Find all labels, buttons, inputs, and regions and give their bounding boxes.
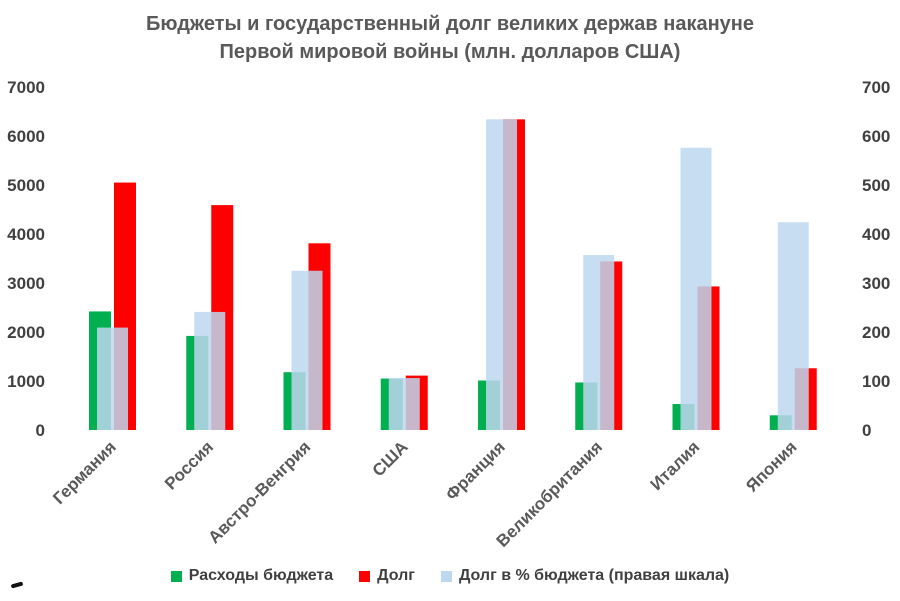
x-category-label: Франция: [442, 437, 509, 504]
y-left-tick-label: 4000: [7, 225, 45, 244]
bar-debt-percent: [194, 311, 226, 430]
bar-debt-percent: [583, 255, 615, 430]
x-category-label: Италия: [647, 437, 704, 494]
y-right-tick-label: 200: [862, 323, 890, 342]
bar-debt-percent: [97, 327, 128, 430]
legend-item-debt-percent: Долг в % бюджета (правая шкала): [440, 567, 730, 585]
x-category-label: США: [369, 437, 412, 480]
y-left-tick-label: 6000: [7, 127, 45, 146]
y-left-tick-label: 1000: [7, 372, 45, 391]
x-category-label: Россия: [161, 437, 217, 493]
y-left-tick-label: 0: [36, 421, 45, 440]
legend-item-budget: Расходы бюджета: [170, 567, 334, 585]
bar-debt-percent: [486, 119, 517, 430]
y-right-tick-label: 400: [862, 225, 890, 244]
legend-label-debt-percent: Долг в % бюджета (правая шкала): [458, 567, 730, 584]
legend-swatch-debt-percent: [440, 570, 452, 582]
x-category-label: Германия: [49, 437, 120, 508]
legend-item-debt: Долг: [359, 567, 415, 585]
bar-debt-percent: [777, 222, 809, 430]
x-category-label: Япония: [742, 437, 800, 495]
y-left-tick-label: 5000: [7, 176, 45, 195]
y-left-tick-label: 2000: [7, 323, 45, 342]
chart-title-line-2: Первой мировой войны (млн. долларов США): [219, 41, 681, 63]
x-category-label: Великобритания: [493, 437, 606, 550]
y-right-tick-label: 0: [862, 421, 871, 440]
bar-debt-percent: [291, 270, 323, 430]
x-category-label: Австро-Венгрия: [204, 437, 314, 547]
y-left-tick-label: 7000: [7, 78, 45, 97]
y-right-tick-label: 500: [862, 176, 890, 195]
bar-debt-percent: [680, 147, 712, 430]
chart-title: Бюджеты и государственный долг великих д…: [0, 10, 900, 66]
y-right-tick-label: 100: [862, 372, 890, 391]
y-right-tick-label: 700: [862, 78, 890, 97]
legend-label-debt: Долг: [377, 567, 415, 584]
y-left-tick-label: 3000: [7, 274, 45, 293]
legend-label-budget: Расходы бюджета: [188, 567, 334, 584]
legend: Расходы бюджета Долг Долг в % бюджета (п…: [0, 567, 900, 585]
legend-swatch-debt: [359, 570, 371, 582]
legend-swatch-budget: [170, 570, 182, 582]
chart-title-line-1: Бюджеты и государственный долг великих д…: [146, 13, 754, 35]
y-right-tick-label: 300: [862, 274, 890, 293]
y-right-tick-label: 600: [862, 127, 890, 146]
bar-debt-percent: [388, 378, 420, 430]
